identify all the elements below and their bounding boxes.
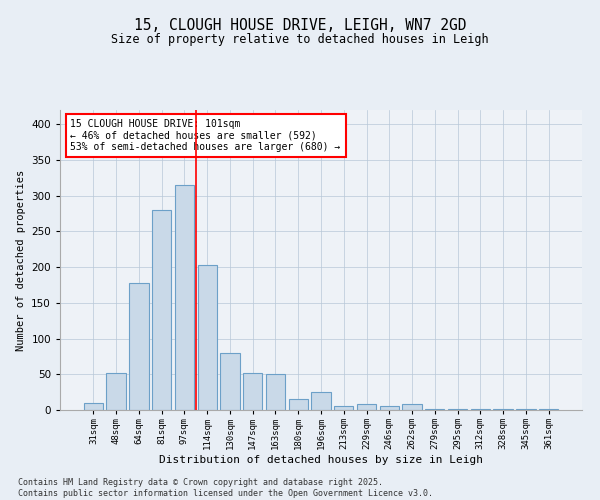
Text: Size of property relative to detached houses in Leigh: Size of property relative to detached ho…	[111, 32, 489, 46]
Text: 15 CLOUGH HOUSE DRIVE: 101sqm
← 46% of detached houses are smaller (592)
53% of : 15 CLOUGH HOUSE DRIVE: 101sqm ← 46% of d…	[70, 119, 341, 152]
Bar	[106, 373, 126, 410]
Text: 15, CLOUGH HOUSE DRIVE, LEIGH, WN7 2GD: 15, CLOUGH HOUSE DRIVE, LEIGH, WN7 2GD	[134, 18, 466, 32]
Bar	[357, 404, 376, 410]
Bar	[152, 210, 172, 410]
Bar	[425, 408, 445, 410]
Bar	[266, 374, 285, 410]
Bar	[289, 400, 308, 410]
Bar	[129, 283, 149, 410]
Bar	[380, 406, 399, 410]
Bar	[84, 403, 103, 410]
Bar	[175, 185, 194, 410]
Bar	[243, 373, 262, 410]
Bar	[197, 265, 217, 410]
Bar	[448, 408, 467, 410]
Bar	[220, 353, 239, 410]
Bar	[334, 406, 353, 410]
Bar	[403, 404, 422, 410]
Text: Contains HM Land Registry data © Crown copyright and database right 2025.
Contai: Contains HM Land Registry data © Crown c…	[18, 478, 433, 498]
X-axis label: Distribution of detached houses by size in Leigh: Distribution of detached houses by size …	[159, 455, 483, 465]
Y-axis label: Number of detached properties: Number of detached properties	[16, 170, 26, 350]
Bar	[311, 392, 331, 410]
